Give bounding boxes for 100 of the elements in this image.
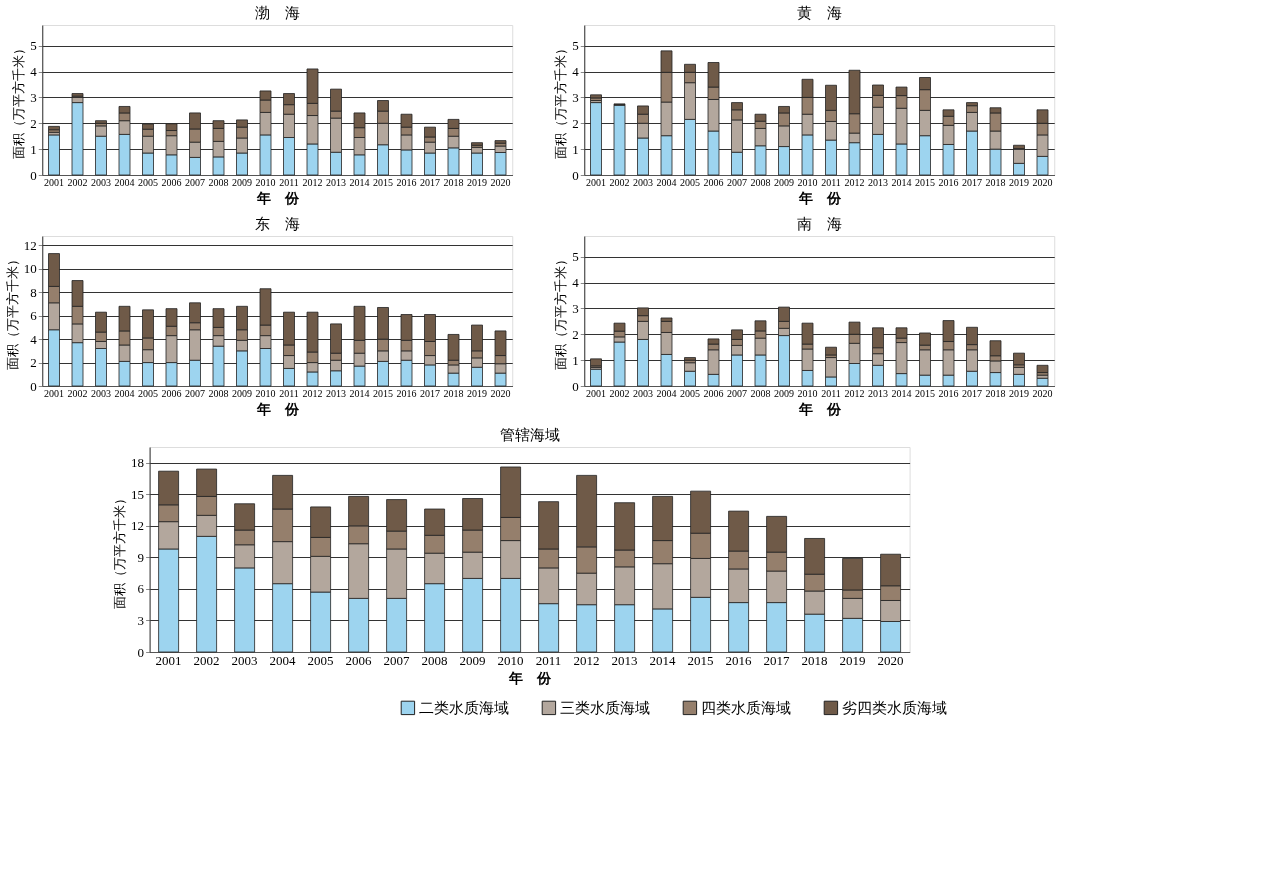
x-tick-label: 2002 <box>67 176 88 188</box>
y-axis-title: 面积（万平方千米） <box>112 491 128 609</box>
y-tick-label: 2 <box>572 115 579 131</box>
x-tick-label: 2004 <box>656 176 677 188</box>
x-tick-label: 2003 <box>633 176 653 188</box>
x-tick-label: 2019 <box>467 176 487 188</box>
x-tick-label: 2018 <box>443 176 464 188</box>
legend-label: 四类水质海域 <box>701 699 792 716</box>
x-tick-label: 2009 <box>774 176 794 188</box>
x-tick-label: 2016 <box>396 387 417 399</box>
x-tick-label: 2012 <box>844 387 865 399</box>
x-tick-label: 2004 <box>114 176 135 188</box>
y-tick-label: 6 <box>30 308 38 324</box>
x-tick-label: 2011 <box>279 387 299 399</box>
y-tick-label: 4 <box>30 331 38 347</box>
x-tick-label: 2009 <box>232 387 252 399</box>
x-tick-label: 2001 <box>586 176 606 188</box>
x-tick-label: 2014 <box>349 176 370 188</box>
x-tick-label: 2015 <box>915 387 935 399</box>
y-tick-label: 3 <box>572 89 579 105</box>
x-tick-label: 2011 <box>535 652 562 668</box>
x-tick-label: 2001 <box>44 176 64 188</box>
y-tick-label: 12 <box>23 237 37 253</box>
legend-label: 劣四类水质海域 <box>842 699 948 716</box>
x-tick-label: 2011 <box>821 176 841 188</box>
x-axis-title: 年 份 <box>255 401 300 417</box>
x-tick-label: 2017 <box>962 176 982 188</box>
x-tick-label: 2003 <box>91 176 111 188</box>
x-tick-label: 2020 <box>877 652 904 668</box>
y-tick-label: 5 <box>30 38 37 54</box>
y-tick-label: 2 <box>572 326 579 342</box>
x-tick-label: 2013 <box>326 387 346 399</box>
x-tick-label: 2012 <box>302 176 323 188</box>
x-tick-label: 2014 <box>891 387 912 399</box>
y-tick-label: 18 <box>131 455 145 471</box>
x-tick-label: 2012 <box>573 652 600 668</box>
chart-title: 渤 海 <box>254 5 300 21</box>
x-tick-label: 2005 <box>138 176 158 188</box>
x-tick-label: 2007 <box>383 652 411 668</box>
x-tick-label: 2015 <box>687 652 714 668</box>
x-tick-label: 2001 <box>586 387 606 399</box>
x-axis-title: 年 份 <box>508 670 553 686</box>
y-tick-label: 2 <box>30 355 37 371</box>
x-tick-label: 2006 <box>161 387 182 399</box>
y-tick-label: 12 <box>131 518 145 534</box>
x-tick-label: 2002 <box>609 176 630 188</box>
x-tick-label: 2019 <box>467 387 487 399</box>
x-tick-label: 2020 <box>1032 387 1053 399</box>
x-tick-label: 2020 <box>1032 176 1053 188</box>
y-tick-label: 0 <box>572 167 579 183</box>
x-tick-label: 2008 <box>208 387 229 399</box>
x-tick-label: 2007 <box>727 176 747 188</box>
x-tick-label: 2010 <box>255 387 276 399</box>
y-tick-label: 1 <box>572 352 579 368</box>
x-tick-label: 2006 <box>345 652 373 668</box>
y-tick-label: 0 <box>30 378 37 394</box>
y-tick-label: 0 <box>572 378 579 394</box>
x-tick-label: 2002 <box>67 387 88 399</box>
x-tick-label: 2010 <box>797 387 818 399</box>
x-tick-label: 2005 <box>138 387 158 399</box>
y-axis-title: 面积（万平方千米） <box>11 42 27 159</box>
x-axis-title: 年 份 <box>797 190 842 206</box>
x-tick-label: 2009 <box>459 652 486 668</box>
x-tick-label: 2010 <box>497 652 524 668</box>
x-tick-label: 2016 <box>725 652 753 668</box>
y-tick-label: 6 <box>137 581 145 597</box>
x-tick-label: 2004 <box>114 387 135 399</box>
x-tick-label: 2016 <box>938 387 959 399</box>
y-tick-label: 10 <box>23 261 37 277</box>
x-tick-label: 2010 <box>255 176 276 188</box>
x-tick-label: 2015 <box>915 176 935 188</box>
x-tick-label: 2015 <box>373 176 393 188</box>
y-tick-label: 2 <box>30 115 37 131</box>
legend-label: 三类水质海域 <box>560 699 651 716</box>
y-tick-label: 3 <box>30 89 37 105</box>
y-tick-label: 5 <box>572 38 579 54</box>
x-tick-label: 2004 <box>656 387 677 399</box>
x-tick-label: 2013 <box>868 387 888 399</box>
x-axis-title: 年 份 <box>797 401 842 417</box>
x-tick-label: 2001 <box>44 387 64 399</box>
x-tick-label: 2011 <box>279 176 299 188</box>
y-axis-title: 面积（万平方千米） <box>4 253 20 370</box>
y-tick-label: 9 <box>137 549 145 565</box>
x-tick-label: 2005 <box>307 652 334 668</box>
x-tick-label: 2016 <box>938 176 959 188</box>
x-tick-label: 2019 <box>839 652 866 668</box>
chart-title: 南 海 <box>796 216 842 232</box>
x-tick-label: 2017 <box>420 176 440 188</box>
x-tick-label: 2020 <box>490 176 511 188</box>
x-tick-label: 2018 <box>443 387 464 399</box>
chart-title: 黄 海 <box>796 5 842 21</box>
x-tick-label: 2012 <box>844 176 865 188</box>
x-tick-label: 2009 <box>232 176 252 188</box>
y-tick-label: 15 <box>131 486 145 502</box>
x-tick-label: 2017 <box>962 387 982 399</box>
x-tick-label: 2005 <box>680 176 700 188</box>
x-tick-label: 2004 <box>269 652 297 668</box>
legend-label: 二类水质海域 <box>419 699 510 716</box>
x-tick-label: 2019 <box>1009 176 1029 188</box>
x-tick-label: 2006 <box>703 387 724 399</box>
